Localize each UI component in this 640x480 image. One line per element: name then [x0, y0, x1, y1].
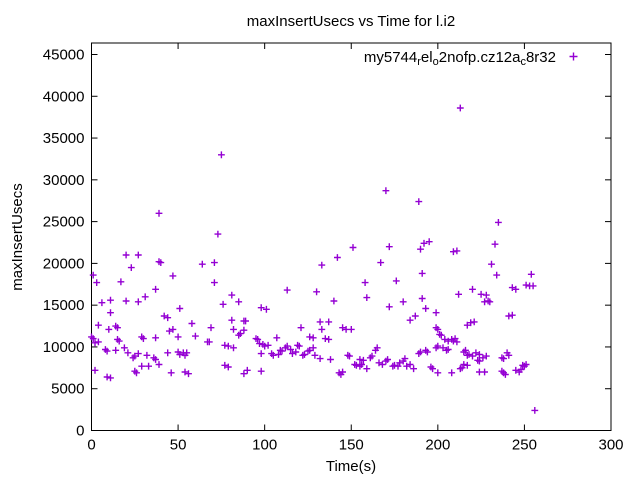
y-tick-label: 40000	[43, 88, 85, 105]
x-tick-label: 50	[170, 437, 187, 454]
x-tick-label: 250	[512, 437, 537, 454]
y-tick-label: 25000	[43, 214, 85, 231]
y-tick-label: 15000	[43, 297, 85, 314]
data-points	[88, 104, 539, 414]
x-tick-label: 100	[252, 437, 277, 454]
y-tick-label: 45000	[43, 47, 85, 64]
legend-sample-marker	[569, 52, 578, 61]
plot-axes: 0 5000 10000 15000 20000 25000 30000 35000 40000…	[43, 42, 624, 454]
chart-title: maxInsertUsecs vs Time for l.i2	[247, 13, 455, 30]
y-tick-label: 30000	[43, 172, 85, 189]
legend: my5744relo2nofp.cz12ac8r32	[364, 49, 578, 68]
x-tick-label: 150	[339, 437, 364, 454]
y-tick-label: 5000	[51, 381, 84, 398]
y-tick-label: 35000	[43, 130, 85, 147]
y-tick-label: 0	[76, 423, 84, 440]
x-tick-label: 300	[598, 437, 623, 454]
x-axis-label: Time(s)	[326, 458, 376, 475]
data-point-markers	[88, 104, 539, 414]
y-axis-label: maxInsertUsecs	[9, 183, 26, 291]
x-tick-label: 0	[87, 437, 95, 454]
x-tick-label: 200	[425, 437, 450, 454]
y-tick-label: 20000	[43, 255, 85, 272]
legend-series-label: my5744relo2nofp.cz12ac8r32	[364, 49, 556, 68]
y-tick-label: 10000	[43, 339, 85, 356]
